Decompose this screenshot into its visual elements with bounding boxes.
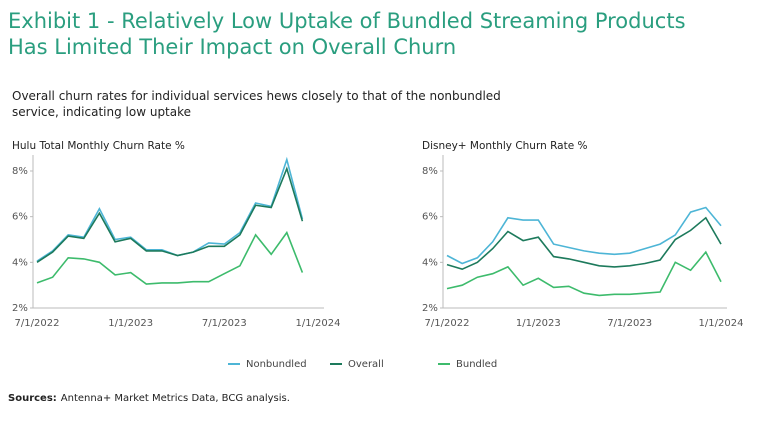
legend-label: Overall <box>348 359 384 370</box>
y-tick-label: 4% <box>422 257 438 268</box>
source-label: Sources: Antenna+ Market Metrics Data, BC… <box>8 393 290 404</box>
y-tick-label: 8% <box>422 166 438 177</box>
x-tick-label: 1/1/2024 <box>699 318 744 329</box>
series-line <box>36 156 304 262</box>
y-tick-label: 2% <box>12 303 28 314</box>
series-line <box>36 166 304 263</box>
chart-title: Hulu Total Monthly Churn Rate % <box>12 140 185 152</box>
x-tick-label: 1/1/2024 <box>296 318 341 329</box>
title: Exhibit 1 - Relatively Low Uptake of Bun… <box>8 9 686 59</box>
legend-label: Bundled <box>456 359 497 370</box>
series-line <box>446 216 722 271</box>
y-tick-label: 8% <box>12 166 28 177</box>
series-line <box>36 230 304 285</box>
series-line <box>446 250 722 297</box>
x-tick-label: 7/1/2023 <box>607 318 652 329</box>
source-text: Antenna+ Market Metrics Data, BCG analys… <box>61 393 290 404</box>
subtitle: Overall churn rates for individual servi… <box>12 89 501 119</box>
x-tick-label: 1/1/2023 <box>516 318 561 329</box>
x-tick-label: 1/1/2023 <box>108 318 153 329</box>
x-tick-label: 7/1/2022 <box>425 318 470 329</box>
chart-title: Disney+ Monthly Churn Rate % <box>422 140 587 152</box>
x-tick-label: 7/1/2023 <box>202 318 247 329</box>
series-line <box>446 206 722 265</box>
source-label-text: Sources: <box>8 393 57 404</box>
y-tick-label: 6% <box>12 212 28 223</box>
y-tick-label: 4% <box>12 257 28 268</box>
x-tick-label: 7/1/2022 <box>15 318 60 329</box>
y-tick-label: 2% <box>422 303 438 314</box>
legend-label: Nonbundled <box>246 359 307 370</box>
y-tick-label: 6% <box>422 212 438 223</box>
